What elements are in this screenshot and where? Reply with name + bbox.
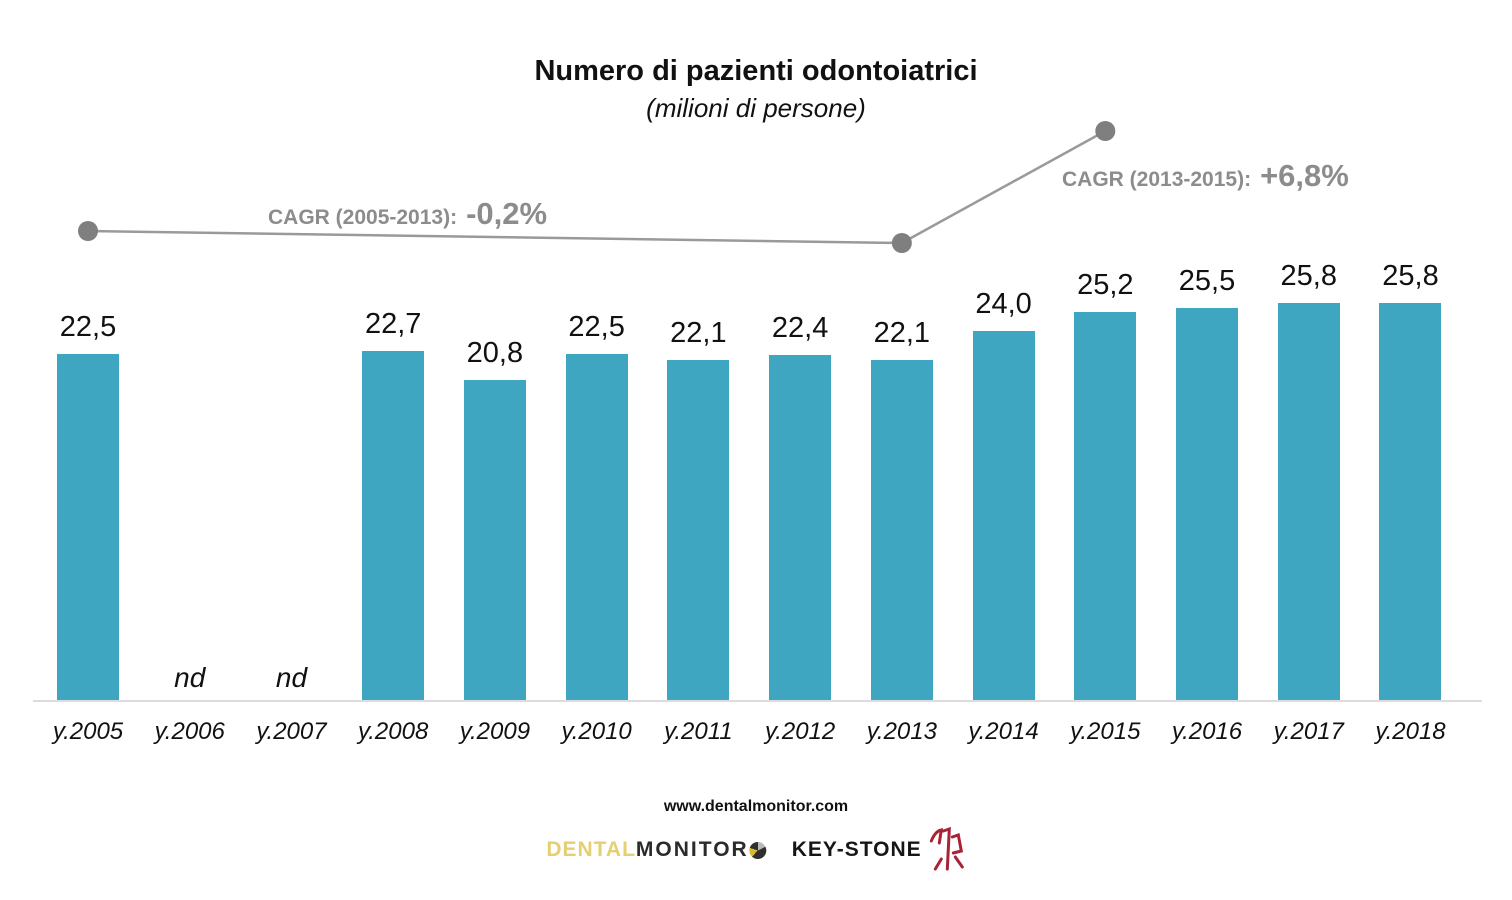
axis-label-y.2006: y.2006 — [154, 718, 225, 745]
value-label-y.2008: 22,7 — [364, 308, 422, 340]
dentalmonitor-logo-dental: DENTAL — [546, 838, 636, 861]
bar-y.2005 — [57, 354, 119, 700]
no-data-label: nd — [275, 662, 308, 693]
footer-logos: DENTAL MONITOR KEY-STONE — [546, 826, 965, 874]
axis-label-y.2014: y.2014 — [968, 718, 1039, 745]
chart-subtitle: (milioni di persone) — [646, 93, 866, 123]
value-label-y.2013: 22,1 — [873, 317, 931, 349]
value-label-y.2015: 25,2 — [1077, 269, 1134, 301]
bar-y.2018 — [1379, 303, 1442, 700]
cagr-annotation-2005-2013: CAGR (2005-2013): -0,2% — [268, 196, 547, 232]
dentalmonitor-logo: DENTAL MONITOR — [546, 838, 767, 862]
bar-y.2012 — [769, 355, 832, 700]
bar-y.2015 — [1074, 312, 1137, 700]
dentalmonitor-dot-icon — [749, 841, 767, 859]
dentalmonitor-logo-monitor: MONITOR — [635, 838, 749, 861]
cagr-annotation-value: +6,8% — [1260, 158, 1349, 193]
value-label-y.2010: 22,5 — [568, 311, 625, 343]
bar-y.2016 — [1176, 308, 1239, 700]
axis-label-y.2015: y.2015 — [1070, 718, 1141, 745]
axis-label-y.2013: y.2013 — [866, 718, 937, 745]
value-label-y.2018: 25,8 — [1382, 260, 1439, 292]
bar-y.2014 — [972, 331, 1035, 700]
axis-label-y.2016: y.2016 — [1171, 718, 1243, 745]
keystone-logo-text: KEY-STONE — [791, 838, 922, 861]
bar-y.2017 — [1277, 303, 1340, 700]
axis-label-y.2010: y.2010 — [561, 718, 632, 745]
axis-label-y.2008: y.2008 — [358, 718, 429, 745]
value-label-y.2017: 25,8 — [1280, 260, 1337, 292]
axis-label-y.2011: y.2011 — [664, 718, 733, 745]
cagr-annotation-value: -0,2% — [466, 196, 548, 231]
value-label-y.2005: 22,5 — [59, 311, 117, 343]
axis-label-y.2007: y.2007 — [256, 718, 327, 745]
axis-label-y.2005: y.2005 — [52, 718, 124, 745]
value-label-y.2014: 24,0 — [975, 288, 1032, 320]
chart-title: Numero di pazienti odontoiatrici — [534, 55, 978, 87]
bar-y.2009 — [463, 380, 526, 700]
cagr-annotation-label: CAGR (2005-2013): — [268, 206, 458, 229]
no-data-label: nd — [174, 662, 206, 693]
website-url: www.dentalmonitor.com — [663, 798, 849, 815]
keystone-mark-icon — [930, 827, 965, 871]
axis-label-y.2009: y.2009 — [459, 718, 531, 745]
value-label-y.2009: 20,8 — [466, 337, 524, 369]
bar-y.2008 — [362, 351, 425, 700]
value-label-y.2016: 25,5 — [1178, 265, 1236, 297]
axis-label-y.2018: y.2018 — [1375, 718, 1446, 745]
axis-label-y.2017: y.2017 — [1273, 718, 1344, 745]
axis-label-y.2012: y.2012 — [764, 718, 836, 745]
bar-y.2011 — [667, 360, 730, 700]
keystone-logo: KEY-STONE — [792, 827, 966, 873]
value-label-y.2011: 22,1 — [670, 317, 727, 349]
value-label-y.2012: 22,4 — [771, 312, 829, 344]
bar-y.2013 — [870, 360, 933, 700]
cagr-annotation-label: CAGR (2013-2015): — [1062, 168, 1252, 191]
bar-y.2010 — [565, 354, 628, 700]
cagr-annotation-2013-2015: CAGR (2013-2015): +6,8% — [1062, 158, 1349, 194]
x-axis-baseline — [33, 700, 1482, 702]
